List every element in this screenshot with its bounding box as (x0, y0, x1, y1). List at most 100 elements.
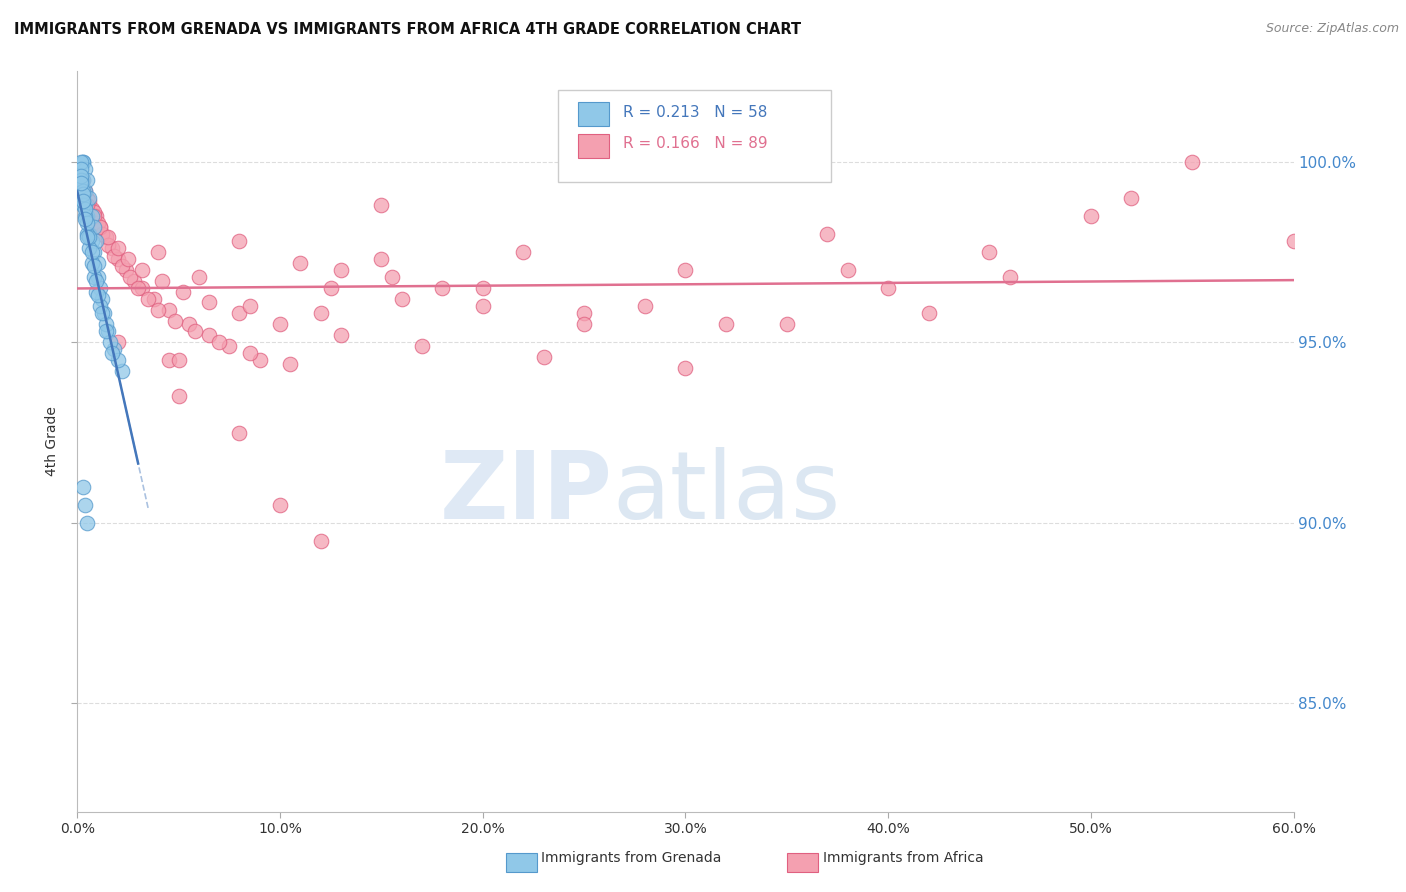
Point (776, 317, 799, 331)
Point (80, 209, 103, 223)
Point (76, 198, 98, 212)
Point (76, 230, 98, 244)
Point (107, 252, 129, 267)
Point (86, 270, 108, 285)
Point (72, 154, 94, 169)
Point (79, 227, 101, 241)
Point (84, 234, 107, 248)
Point (83, 205, 105, 219)
Point (72, 184, 94, 198)
Point (75, 212, 97, 227)
Point (75, 202, 97, 216)
FancyBboxPatch shape (558, 90, 831, 183)
Point (89, 281, 111, 295)
Point (83, 209, 105, 223)
Point (815, 227, 838, 241)
Point (79, 230, 101, 244)
Point (152, 274, 174, 288)
Point (79, 191, 101, 205)
Point (309, 306, 332, 320)
Point (94, 317, 117, 331)
Point (471, 281, 494, 295)
Point (184, 325, 207, 339)
Point (72, 154, 94, 169)
Point (72, 187, 94, 202)
Point (83, 219, 105, 234)
Text: ZIP: ZIP (440, 448, 613, 540)
Point (84, 285, 107, 299)
Point (84, 209, 107, 223)
Point (533, 350, 555, 364)
Point (471, 299, 494, 313)
Point (319, 281, 342, 295)
Point (998, 270, 1021, 285)
Point (239, 299, 262, 313)
Point (391, 292, 413, 306)
Point (918, 306, 941, 320)
FancyBboxPatch shape (578, 134, 609, 158)
Point (329, 328, 352, 343)
Point (98, 335, 121, 350)
Point (97, 230, 120, 244)
Point (148, 244, 170, 259)
Point (75, 209, 97, 223)
Point (111, 260, 134, 274)
Point (675, 360, 697, 375)
Point (278, 357, 301, 371)
Point (75, 184, 97, 198)
Point (72, 198, 94, 212)
Point (107, 335, 129, 350)
Point (1282, 234, 1305, 248)
Point (70, 169, 93, 183)
Point (72, 191, 94, 205)
Point (370, 198, 392, 212)
Point (218, 339, 240, 353)
Point (94, 230, 117, 244)
Point (75, 184, 97, 198)
Point (572, 317, 595, 331)
Point (249, 353, 271, 368)
Point (72, 194, 94, 209)
Point (76, 227, 98, 241)
Point (80, 202, 103, 216)
Point (208, 335, 231, 350)
Point (309, 533, 332, 548)
FancyBboxPatch shape (578, 103, 609, 126)
Point (512, 244, 534, 259)
Point (228, 425, 250, 440)
Point (83, 244, 105, 259)
Point (101, 346, 124, 360)
Point (115, 263, 138, 277)
Point (411, 339, 433, 353)
Point (89, 299, 111, 313)
Point (198, 295, 221, 310)
Point (143, 292, 166, 306)
Point (70, 161, 93, 176)
Point (172, 285, 194, 299)
Point (86, 288, 108, 302)
Point (837, 263, 859, 277)
Point (89, 219, 111, 234)
Point (90, 306, 112, 320)
Point (94, 325, 117, 339)
Point (432, 281, 454, 295)
Point (97, 237, 120, 252)
Point (72, 172, 94, 186)
Point (1080, 209, 1102, 223)
Point (269, 317, 291, 331)
Text: R = 0.213   N = 58: R = 0.213 N = 58 (623, 104, 768, 120)
Point (157, 353, 180, 368)
Point (75, 198, 97, 212)
Point (127, 281, 149, 295)
Point (75, 498, 97, 512)
Point (136, 292, 159, 306)
Point (634, 299, 657, 313)
Point (103, 248, 125, 262)
Point (103, 343, 125, 357)
Point (70, 154, 93, 169)
Point (83, 270, 105, 285)
Point (107, 241, 129, 255)
Point (157, 302, 180, 317)
Point (167, 389, 190, 403)
Point (86, 256, 108, 270)
